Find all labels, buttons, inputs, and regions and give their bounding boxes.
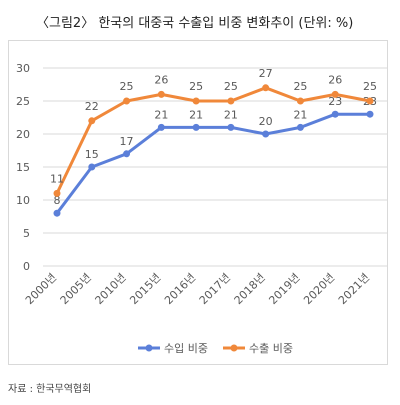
data-label: 25 <box>293 80 307 93</box>
y-tick-label: 5 <box>23 227 30 240</box>
data-point <box>262 84 270 92</box>
data-point <box>331 90 339 98</box>
x-tick-label: 2020년 <box>301 271 337 307</box>
data-point <box>88 117 96 125</box>
source-note: 자료 : 한국무역협회 <box>8 384 92 395</box>
series-line <box>55 112 370 215</box>
data-point <box>227 97 235 105</box>
data-label: 21 <box>189 108 203 121</box>
chart-frame <box>8 40 388 365</box>
y-tick-label: 25 <box>16 95 30 108</box>
data-point <box>331 110 339 118</box>
x-tick-label: 2016년 <box>162 271 198 307</box>
data-label: 25 <box>189 80 203 93</box>
data-point <box>262 130 270 138</box>
data-point <box>53 209 61 217</box>
data-label: 23 <box>328 95 342 108</box>
x-tick-label: 2010년 <box>93 271 129 307</box>
data-label: 22 <box>85 100 99 113</box>
data-point <box>227 123 235 131</box>
x-tick-label: 2015년 <box>127 271 163 307</box>
data-point <box>123 97 131 105</box>
data-point <box>296 97 304 105</box>
data-point <box>53 189 61 197</box>
data-label: 15 <box>85 148 99 161</box>
data-label: 26 <box>328 73 342 86</box>
data-point <box>123 150 131 158</box>
legend-label: 수출 비중 <box>249 342 293 355</box>
x-tick-label: 2019년 <box>266 271 302 307</box>
x-tick-label: 2000년 <box>23 271 59 307</box>
data-label: 25 <box>224 80 238 93</box>
data-point <box>192 123 200 131</box>
data-label: 26 <box>154 73 168 86</box>
y-tick-label: 15 <box>16 161 30 174</box>
x-tick-label: 2018년 <box>232 271 268 307</box>
y-tick-label: 10 <box>16 194 30 207</box>
data-label: 21 <box>224 108 238 121</box>
data-label: 25 <box>363 80 377 93</box>
data-point <box>366 110 374 118</box>
data-label: 8 <box>54 194 61 207</box>
x-tick-label: 2021년 <box>336 271 372 307</box>
y-tick-label: 30 <box>16 62 30 75</box>
data-label: 27 <box>259 67 273 80</box>
data-label: 17 <box>120 135 134 148</box>
y-tick-label: 20 <box>16 128 30 141</box>
data-point <box>157 123 165 131</box>
series-line <box>55 86 371 195</box>
x-tick-label: 2005년 <box>58 271 94 307</box>
legend-marker <box>230 344 238 352</box>
data-label: 21 <box>154 108 168 121</box>
data-label: 21 <box>293 108 307 121</box>
data-label: 25 <box>120 80 134 93</box>
data-point <box>192 97 200 105</box>
data-point <box>157 90 165 98</box>
x-tick-label: 2017년 <box>197 271 233 307</box>
data-label: 11 <box>50 172 64 185</box>
legend-marker <box>145 344 153 352</box>
legend-label: 수입 비중 <box>164 342 208 355</box>
data-label: 20 <box>259 115 273 128</box>
data-point <box>366 97 374 105</box>
data-point <box>88 163 96 171</box>
chart-title: 〈그림2〉 한국의 대중국 수출입 비중 변화추이 (단위: %) <box>36 16 354 31</box>
y-tick-label: 0 <box>23 260 30 273</box>
data-point <box>296 123 304 131</box>
